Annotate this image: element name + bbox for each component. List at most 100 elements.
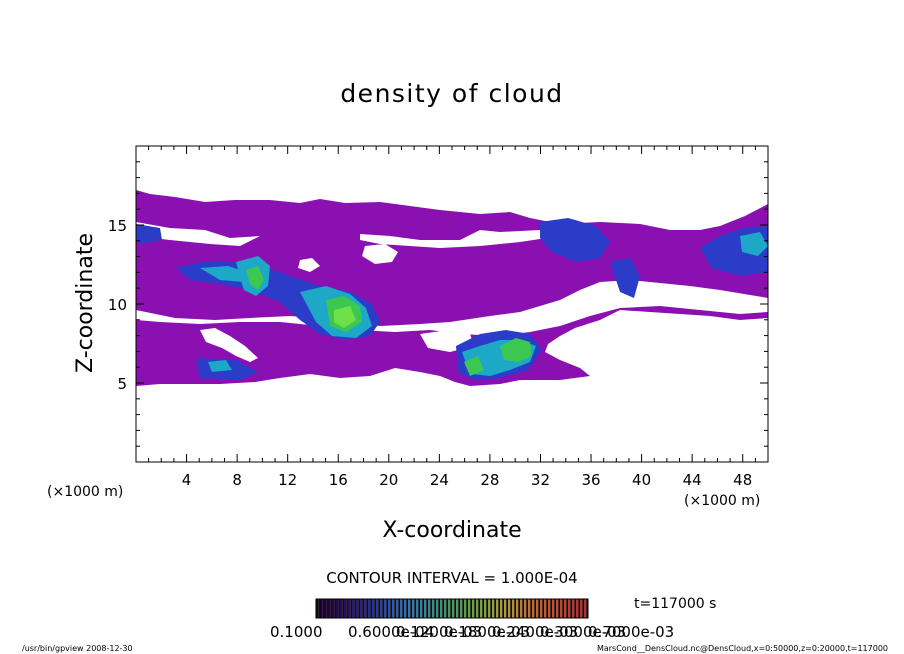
y-tick-label: 10 (108, 296, 127, 314)
colorbar-stripe (404, 599, 407, 618)
y-tick-label: 15 (108, 217, 127, 235)
colorbar-stripe (556, 599, 559, 618)
colorbar-gap (390, 599, 392, 618)
colorbar-stripe (504, 599, 507, 618)
colorbar-gap (530, 599, 532, 618)
colorbar-frame (315, 598, 589, 619)
colorbar-gap (498, 599, 500, 618)
colorbar-stripe (452, 599, 455, 618)
x-tick-label: 4 (182, 471, 192, 489)
colorbar-stripe (336, 599, 339, 618)
colorbar-label: 0.6000e-04 (348, 623, 434, 641)
colorbar-stripe (420, 599, 423, 618)
cloud-layer (136, 190, 768, 386)
colorbar-stripe (552, 599, 555, 618)
colorbar-label: 0.1800e-03 (444, 623, 530, 641)
colorbar-gap (542, 599, 544, 618)
colorbar-stripe (512, 599, 515, 618)
colorbar-gap (454, 599, 456, 618)
colorbar-labels: 0.1000 0.6000e-040.1200e-030.1800e-030.24… (270, 623, 674, 641)
colorbar-gap (334, 599, 336, 618)
colorbar-stripe (480, 599, 483, 618)
colorbar-gap (410, 599, 412, 618)
colorbar-gap (326, 599, 328, 618)
colorbar-gap (342, 599, 344, 618)
colorbar-gap (338, 599, 340, 618)
colorbar-stripe (400, 599, 403, 618)
x-tick-label: 12 (278, 471, 297, 489)
x-tick-label: 36 (581, 471, 600, 489)
colorbar-stripe (520, 599, 523, 618)
colorbar-stripe (352, 599, 355, 618)
colorbar-stripe (488, 599, 491, 618)
colorbar-gap (322, 599, 324, 618)
colorbar-stripe (348, 599, 351, 618)
y-tick-labels: 5 10 15 (108, 217, 127, 393)
colorbar-gap (430, 599, 432, 618)
colorbar-label: 0.1200e-03 (396, 623, 482, 641)
colorbar-gap (494, 599, 496, 618)
colorbar-stripe (444, 599, 447, 618)
colorbar-stripe (320, 599, 323, 618)
colorbar-stripe (496, 599, 499, 618)
colorbar-gap (554, 599, 556, 618)
colorbar-stripe (584, 599, 587, 618)
colorbar-stripe (472, 599, 475, 618)
colorbar-gap (374, 599, 376, 618)
colorbar-gap (490, 599, 492, 618)
colorbar-stripe (548, 599, 551, 618)
colorbar-gap (414, 599, 416, 618)
colorbar-stripe (316, 599, 319, 618)
x-unit-right: (×1000 m) (684, 493, 760, 509)
colorbar-label: 0.3000e-03 (540, 623, 626, 641)
colorbar-gap (350, 599, 352, 618)
colorbar-label: 0.1000 (270, 623, 323, 641)
colorbar-gap (318, 599, 320, 618)
colorbar-gap (354, 599, 356, 618)
colorbar-gap (558, 599, 560, 618)
x-tick-label: 8 (232, 471, 242, 489)
colorbar-stripe (428, 599, 431, 618)
colorbar-gap (570, 599, 572, 618)
colorbar-stripe (416, 599, 419, 618)
footer-right: MarsCond__DensCloud.nc@DensCloud,x=0:500… (597, 644, 888, 653)
colorbar-gap (426, 599, 428, 618)
cloud-features (136, 218, 768, 380)
colorbar-stripe (360, 599, 363, 618)
colorbar-gap (406, 599, 408, 618)
plot-area (136, 146, 768, 462)
colorbar-stripe (408, 599, 411, 618)
y-tick-label: 5 (117, 375, 127, 393)
colorbar-stripe (540, 599, 543, 618)
colorbar-gap (586, 599, 588, 618)
colorbar-gap (478, 599, 480, 618)
y-axis-label: Z-coordinate (73, 233, 98, 373)
colorbar-gap (386, 599, 388, 618)
colorbar-gap (514, 599, 516, 618)
colorbar-gap (578, 599, 580, 618)
x-tick-label: 20 (379, 471, 398, 489)
colorbar-stripe (432, 599, 435, 618)
colorbar-stripe (340, 599, 343, 618)
colorbar-stripe (536, 599, 539, 618)
colorbar-stripe (368, 599, 371, 618)
colorbar-gap (434, 599, 436, 618)
colorbar-gap (582, 599, 584, 618)
colorbar-gap (534, 599, 536, 618)
colorbar-gap (550, 599, 552, 618)
colorbar-label: 0.2400e-03 (492, 623, 578, 641)
colorbar-gap (462, 599, 464, 618)
colorbar-gap (482, 599, 484, 618)
colorbar-gap (562, 599, 564, 618)
colorbar-stripe (344, 599, 347, 618)
colorbar-stripe (332, 599, 335, 618)
x-tick-label: 44 (683, 471, 702, 489)
colorbar-stripe (412, 599, 415, 618)
colorbar-stripe (424, 599, 427, 618)
colorbar-gap (510, 599, 512, 618)
axis-ticks (136, 146, 768, 462)
x-unit-left: (×1000 m) (47, 484, 123, 500)
colorbar-stripe (544, 599, 547, 618)
colorbar-gap (442, 599, 444, 618)
